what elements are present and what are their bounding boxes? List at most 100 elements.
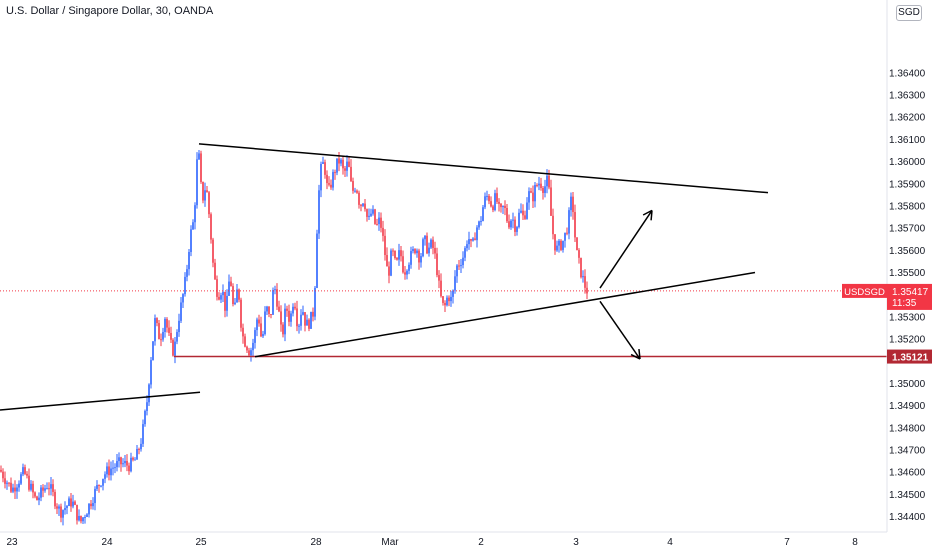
candle-body [560,240,562,250]
candles-layer [0,150,588,526]
candle-body [536,185,538,187]
candle-body [278,306,280,312]
candle-body [410,251,412,265]
time-tick-label: 2 [478,537,484,548]
old-resistance-line[interactable] [0,391,201,411]
candle-body [94,488,96,504]
candle-body [578,250,580,258]
candle-body [544,186,546,193]
candle-body [404,272,406,275]
candle-body [456,265,458,277]
time-tick-label: 25 [195,537,207,548]
candle-body [420,256,422,263]
triangle-lower-line[interactable] [254,271,756,358]
drawings-layer[interactable] [0,143,769,411]
candle-body [436,253,438,276]
candle-body [26,473,28,476]
candle-body [414,249,416,254]
price-tick-label: 1.34900 [889,401,926,412]
candle-body [388,266,390,276]
candle-body [432,239,434,248]
candle-body [506,208,508,222]
candle-body [138,448,140,450]
candle-body [10,482,12,492]
triangle-upper-line[interactable] [198,143,769,194]
candle-body [570,196,572,211]
candle-body [518,212,520,228]
candle-body [162,331,164,340]
candle-body [582,276,584,278]
candle-body [440,280,442,297]
candle-body [236,289,238,303]
price-tick-label: 1.35300 [889,312,926,323]
candle-body [396,258,398,260]
candle-body [524,215,526,219]
candle-body [466,244,468,249]
arrow-up-shaft[interactable] [599,209,653,289]
time-axis[interactable]: 23 24 25 28 Mar 2 3 4 7 8 [6,537,858,548]
candle-body [260,323,262,337]
candle-body [458,265,460,267]
candle-body [478,221,480,228]
candle-body [110,468,112,476]
arrow-up-head[interactable] [650,210,653,221]
candle-body [198,153,200,160]
candle-body [180,302,182,321]
candle-body [134,459,136,461]
candle-body [140,443,142,450]
candle-body [400,250,402,257]
candle-body [504,205,506,209]
candle-body [576,237,578,251]
candle-body [558,240,560,246]
candle-body [310,311,312,329]
candle-body [464,248,466,258]
price-tick-label: 1.35900 [889,179,926,190]
candle-body [248,350,250,356]
candle-body [74,501,76,505]
candle-body [78,515,80,521]
candle-body [126,461,128,466]
candle-body [64,507,66,511]
candle-body [360,204,362,206]
price-tick-label: 1.35000 [889,379,926,390]
candle-body [238,289,240,300]
candle-body [206,190,208,193]
candle-body [174,341,176,356]
candle-body [542,188,544,193]
candle-body [182,294,184,303]
candle-body [426,235,428,254]
candle-body [20,474,22,484]
candle-body [170,333,172,340]
price-tick-label: 1.35600 [889,246,926,257]
candle-body [100,485,102,487]
candle-body [208,192,210,215]
candle-body [370,213,372,216]
candle-body [316,233,318,288]
candle-body [152,341,154,361]
arrow-down-shaft[interactable] [599,300,641,360]
currency-button[interactable]: SGD [896,5,922,21]
candle-body [112,467,114,469]
candle-body [292,306,294,314]
candle-body [262,334,264,337]
candle-body [462,257,464,266]
candle-body [534,185,536,202]
candle-body [352,181,354,191]
price-axis[interactable]: 1.36400 1.36300 1.36200 1.36100 1.36000 1.359… [889,68,926,523]
candle-body [348,161,350,167]
candle-body [580,257,582,278]
candle-body [154,318,156,342]
candle-body [24,467,26,474]
candle-body [314,287,316,317]
candle-body [564,232,566,241]
arrow-up-head[interactable] [642,209,653,216]
arrow-down-head[interactable] [638,348,641,360]
candle-body [298,325,300,327]
candle-body [488,195,490,202]
candle-body [448,297,450,302]
candle-body [528,191,530,203]
arrow-down-head[interactable] [630,353,641,360]
candle-body [188,251,190,270]
